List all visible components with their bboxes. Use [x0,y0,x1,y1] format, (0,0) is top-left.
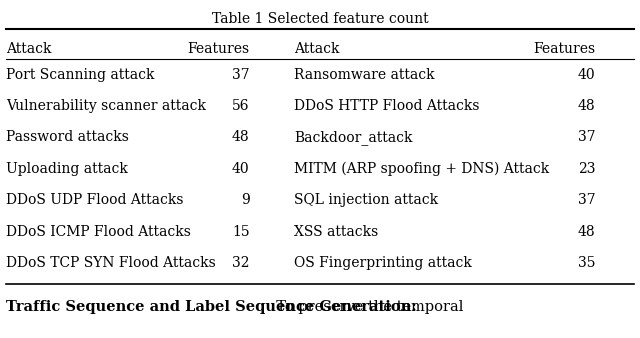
Text: 37: 37 [577,130,595,144]
Text: 40: 40 [232,162,250,176]
Text: OS Fingerprinting attack: OS Fingerprinting attack [294,256,472,270]
Text: 9: 9 [241,193,250,207]
Text: Features: Features [533,42,595,56]
Text: SQL injection attack: SQL injection attack [294,193,438,207]
Text: 15: 15 [232,225,250,239]
Text: 32: 32 [232,256,250,270]
Text: Attack: Attack [6,42,52,56]
Text: Traffic Sequence and Label Sequence Generation:: Traffic Sequence and Label Sequence Gene… [6,300,417,314]
Text: Uploading attack: Uploading attack [6,162,128,176]
Text: 48: 48 [232,130,250,144]
Text: To preserve the temporal: To preserve the temporal [267,300,463,314]
Text: Features: Features [188,42,250,56]
Text: 37: 37 [577,193,595,207]
Text: DDoS TCP SYN Flood Attacks: DDoS TCP SYN Flood Attacks [6,256,216,270]
Text: 23: 23 [578,162,595,176]
Text: 40: 40 [577,68,595,81]
Text: Table 1 Selected feature count: Table 1 Selected feature count [212,12,428,26]
Text: Password attacks: Password attacks [6,130,129,144]
Text: DDoS HTTP Flood Attacks: DDoS HTTP Flood Attacks [294,99,480,113]
Text: XSS attacks: XSS attacks [294,225,379,239]
Text: DDoS ICMP Flood Attacks: DDoS ICMP Flood Attacks [6,225,191,239]
Text: Ransomware attack: Ransomware attack [294,68,435,81]
Text: 35: 35 [578,256,595,270]
Text: DDoS UDP Flood Attacks: DDoS UDP Flood Attacks [6,193,184,207]
Text: Backdoor_attack: Backdoor_attack [294,130,413,145]
Text: Attack: Attack [294,42,340,56]
Text: Vulnerability scanner attack: Vulnerability scanner attack [6,99,206,113]
Text: 48: 48 [577,225,595,239]
Text: 56: 56 [232,99,250,113]
Text: 37: 37 [232,68,250,81]
Text: MITM (ARP spoofing + DNS) Attack: MITM (ARP spoofing + DNS) Attack [294,162,550,176]
Text: Port Scanning attack: Port Scanning attack [6,68,155,81]
Text: 48: 48 [577,99,595,113]
